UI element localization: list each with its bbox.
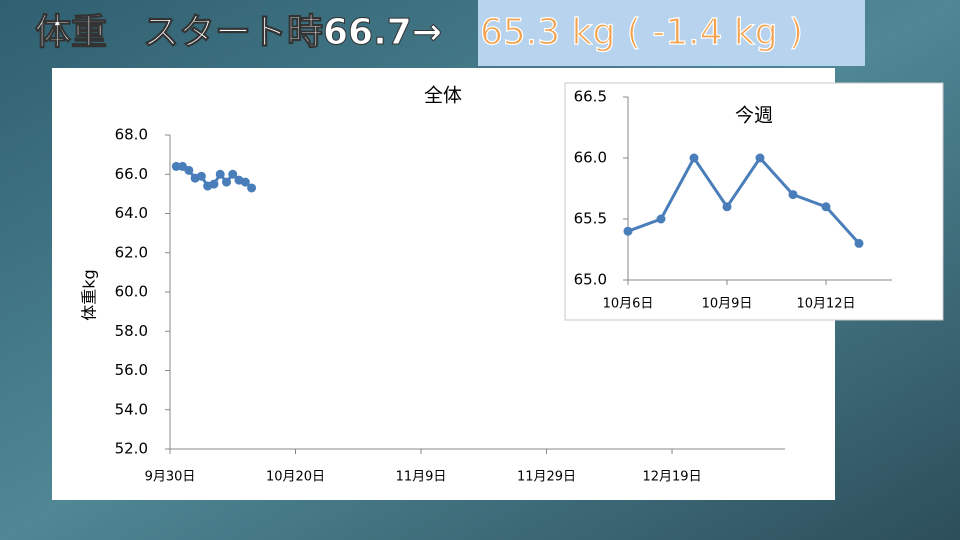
x-tick-label: 10月6日 [603, 297, 654, 312]
y-tick-label: 66.5 [574, 88, 607, 106]
y-tick-label: 52.0 [115, 440, 148, 458]
x-tick-label: 10月9日 [702, 297, 753, 312]
x-tick-label: 12月19日 [642, 470, 701, 485]
point [184, 165, 194, 175]
y-tick-label: 60.0 [115, 283, 148, 301]
y-tick-label: 68.0 [115, 126, 148, 144]
slide-title: 体重 スタート時66.7→ [35, 12, 442, 53]
y-tick-label: 58.0 [115, 322, 148, 340]
x-tick-label: 11月9日 [396, 470, 447, 485]
x-tick-label: 10月20日 [266, 470, 325, 485]
point [209, 179, 219, 189]
y-tick-label: 65.5 [574, 210, 607, 228]
y-tick-label: 56.0 [115, 361, 148, 379]
y-axis-label: 体重kg [80, 269, 99, 320]
point [196, 171, 206, 181]
point [755, 153, 765, 163]
point [228, 169, 238, 179]
point [221, 177, 231, 187]
highlight-box [478, 0, 865, 66]
slide-highlight: 65.3 kg ( -1.4 kg ) [480, 12, 803, 53]
point [854, 238, 864, 248]
point [171, 161, 181, 171]
series-line [627, 155, 861, 245]
chart-title: 全体 [424, 85, 462, 107]
y-tick-label: 54.0 [115, 400, 148, 418]
point [240, 177, 250, 187]
y-tick-label: 66.0 [115, 165, 148, 183]
inset-title: 今週 [735, 105, 773, 127]
point [689, 153, 699, 163]
y-tick-label: 66.0 [574, 149, 607, 167]
point [821, 202, 831, 212]
x-tick-label: 11月29日 [517, 470, 576, 485]
point [788, 190, 798, 200]
point [215, 169, 225, 179]
x-tick-label: 10月12日 [796, 297, 855, 312]
x-tick-label: 9月30日 [145, 470, 196, 485]
point [656, 214, 666, 224]
y-tick-label: 62.0 [115, 243, 148, 261]
point [247, 183, 257, 193]
y-tick-label: 65.0 [574, 271, 607, 289]
point [722, 202, 732, 212]
point [623, 226, 633, 236]
y-tick-label: 64.0 [115, 204, 148, 222]
